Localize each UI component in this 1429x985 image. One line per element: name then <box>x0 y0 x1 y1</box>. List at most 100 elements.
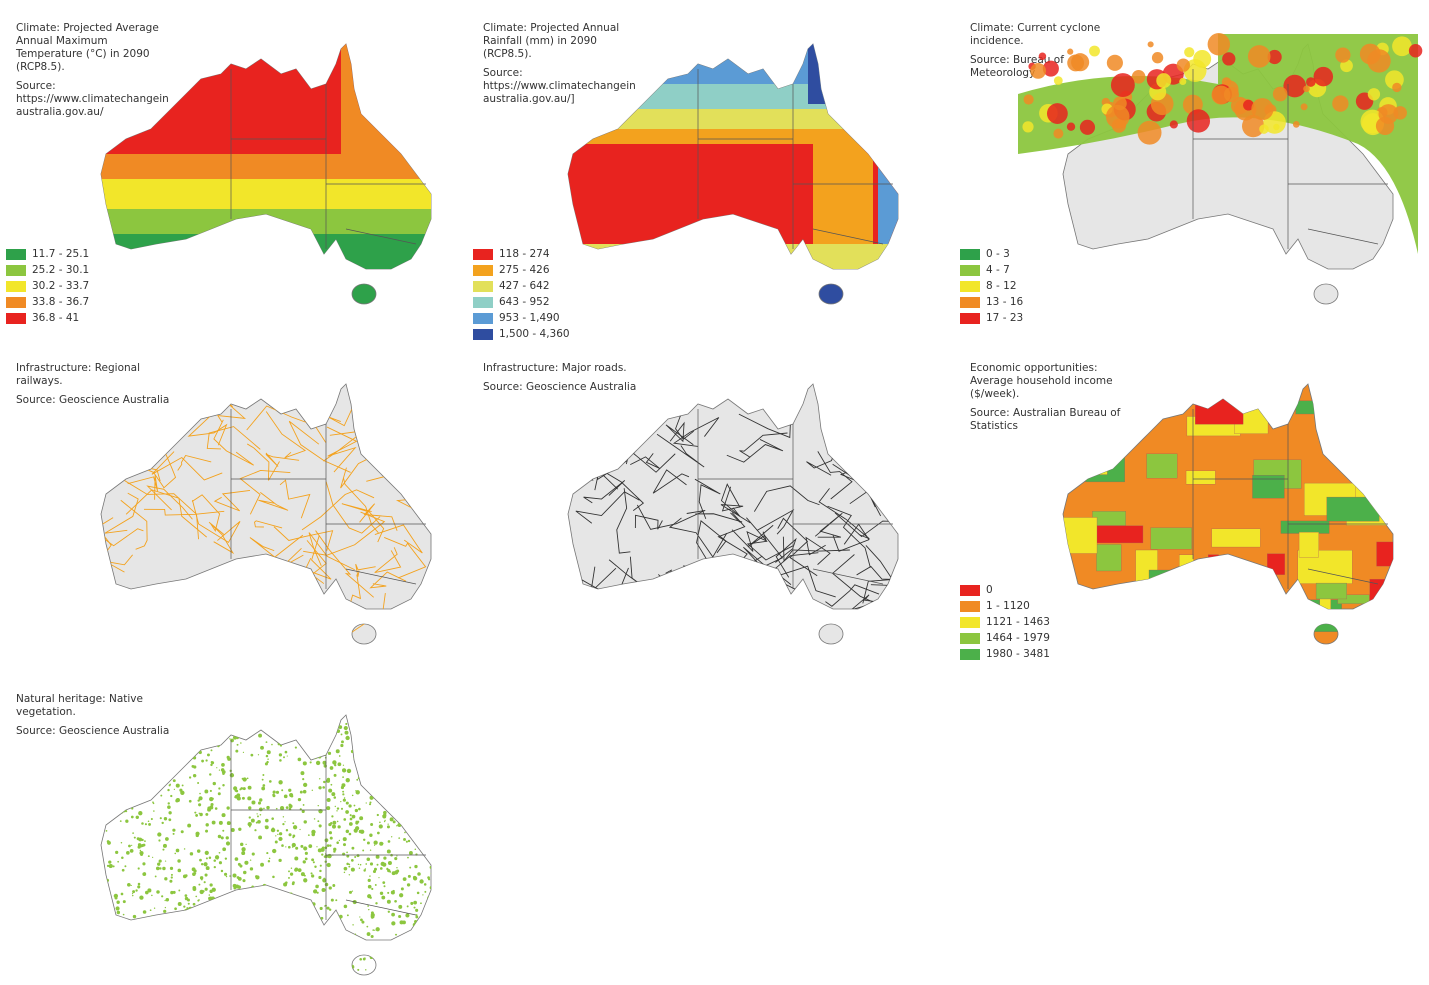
legend-entry: 8 - 12 <box>960 278 1023 294</box>
vegetation <box>351 846 355 850</box>
vegetation <box>163 909 167 913</box>
route <box>856 565 898 590</box>
vegetation <box>350 858 354 862</box>
vegetation <box>108 940 110 943</box>
region <box>1184 47 1195 58</box>
vegetation <box>326 798 331 803</box>
vegetation <box>272 875 275 879</box>
vegetation <box>398 904 403 909</box>
vegetation <box>242 926 247 931</box>
vegetation <box>130 784 135 789</box>
route <box>177 454 212 471</box>
vegetation <box>398 819 400 821</box>
vegetation <box>330 947 334 951</box>
vegetation <box>251 852 255 856</box>
vegetation <box>369 801 372 804</box>
vegetation <box>106 840 110 843</box>
panel-title: Natural heritage: Native vegetation. <box>16 693 143 718</box>
vegetation <box>127 743 130 747</box>
vegetation <box>407 856 409 859</box>
route <box>213 490 251 512</box>
state-border <box>697 69 893 249</box>
vegetation <box>198 925 201 928</box>
vegetation <box>340 807 344 810</box>
vegetation <box>235 916 238 919</box>
vegetation <box>204 850 209 856</box>
vegetation <box>157 832 162 837</box>
vegetation <box>238 827 242 831</box>
vegetation <box>216 767 218 769</box>
vegetation <box>309 733 313 737</box>
vegetation <box>250 936 254 941</box>
vegetation <box>370 823 374 827</box>
vegetation <box>308 844 313 849</box>
vegetation <box>377 945 382 950</box>
vegetation <box>323 905 326 907</box>
vegetation <box>164 925 167 928</box>
vegetation <box>418 785 421 787</box>
vegetation <box>342 776 344 779</box>
vegetation <box>422 734 427 738</box>
vegetation <box>120 971 125 975</box>
legend-swatch <box>960 632 980 644</box>
vegetation <box>220 836 224 840</box>
vegetation <box>181 920 184 923</box>
vegetation <box>160 794 163 797</box>
vegetation <box>257 754 260 756</box>
vegetation <box>323 780 326 784</box>
vegetation <box>104 751 108 755</box>
vegetation <box>399 920 404 925</box>
legend-swatch <box>960 616 980 628</box>
vegetation <box>173 726 176 729</box>
vegetation <box>123 764 127 768</box>
vegetation <box>132 736 135 738</box>
vegetation <box>288 870 290 873</box>
vegetation <box>355 820 358 823</box>
route <box>805 536 831 565</box>
vegetation <box>261 721 264 724</box>
vegetation <box>221 907 225 911</box>
vegetation <box>279 744 283 747</box>
map <box>100 383 432 645</box>
vegetation <box>194 811 197 814</box>
vegetation <box>147 945 152 950</box>
vegetation <box>187 737 191 741</box>
legend-entry: 0 <box>960 582 1050 598</box>
vegetation <box>345 735 350 741</box>
region <box>1267 49 1282 65</box>
region <box>1242 114 1265 138</box>
vegetation <box>95 785 98 788</box>
vegetation <box>105 952 107 954</box>
region <box>568 109 898 129</box>
vegetation <box>250 959 252 962</box>
vegetation <box>250 818 255 823</box>
vegetation <box>130 815 134 819</box>
route <box>249 534 304 558</box>
vegetation <box>167 805 171 809</box>
vegetation <box>268 857 271 860</box>
vegetation <box>257 941 260 944</box>
vegetation <box>191 935 195 939</box>
vegetation <box>201 732 205 736</box>
vegetation <box>355 790 360 795</box>
region <box>1022 121 1034 133</box>
vegetation <box>359 863 362 866</box>
vegetation <box>265 754 269 758</box>
vegetation <box>132 890 136 894</box>
vegetation <box>230 971 233 973</box>
vegetation <box>258 733 263 738</box>
vegetation <box>281 718 285 722</box>
vegetation <box>355 826 360 831</box>
vegetation <box>303 846 308 851</box>
route <box>341 503 385 543</box>
legend-swatch <box>473 248 493 260</box>
route <box>577 390 611 431</box>
vegetation <box>288 876 290 879</box>
vegetation <box>113 893 119 899</box>
vegetation <box>330 922 334 926</box>
map-panel: Natural heritage: Native vegetation. Sour… <box>16 693 456 985</box>
route <box>206 426 261 450</box>
vegetation <box>360 918 363 922</box>
vegetation <box>343 818 347 821</box>
map <box>1018 33 1423 305</box>
